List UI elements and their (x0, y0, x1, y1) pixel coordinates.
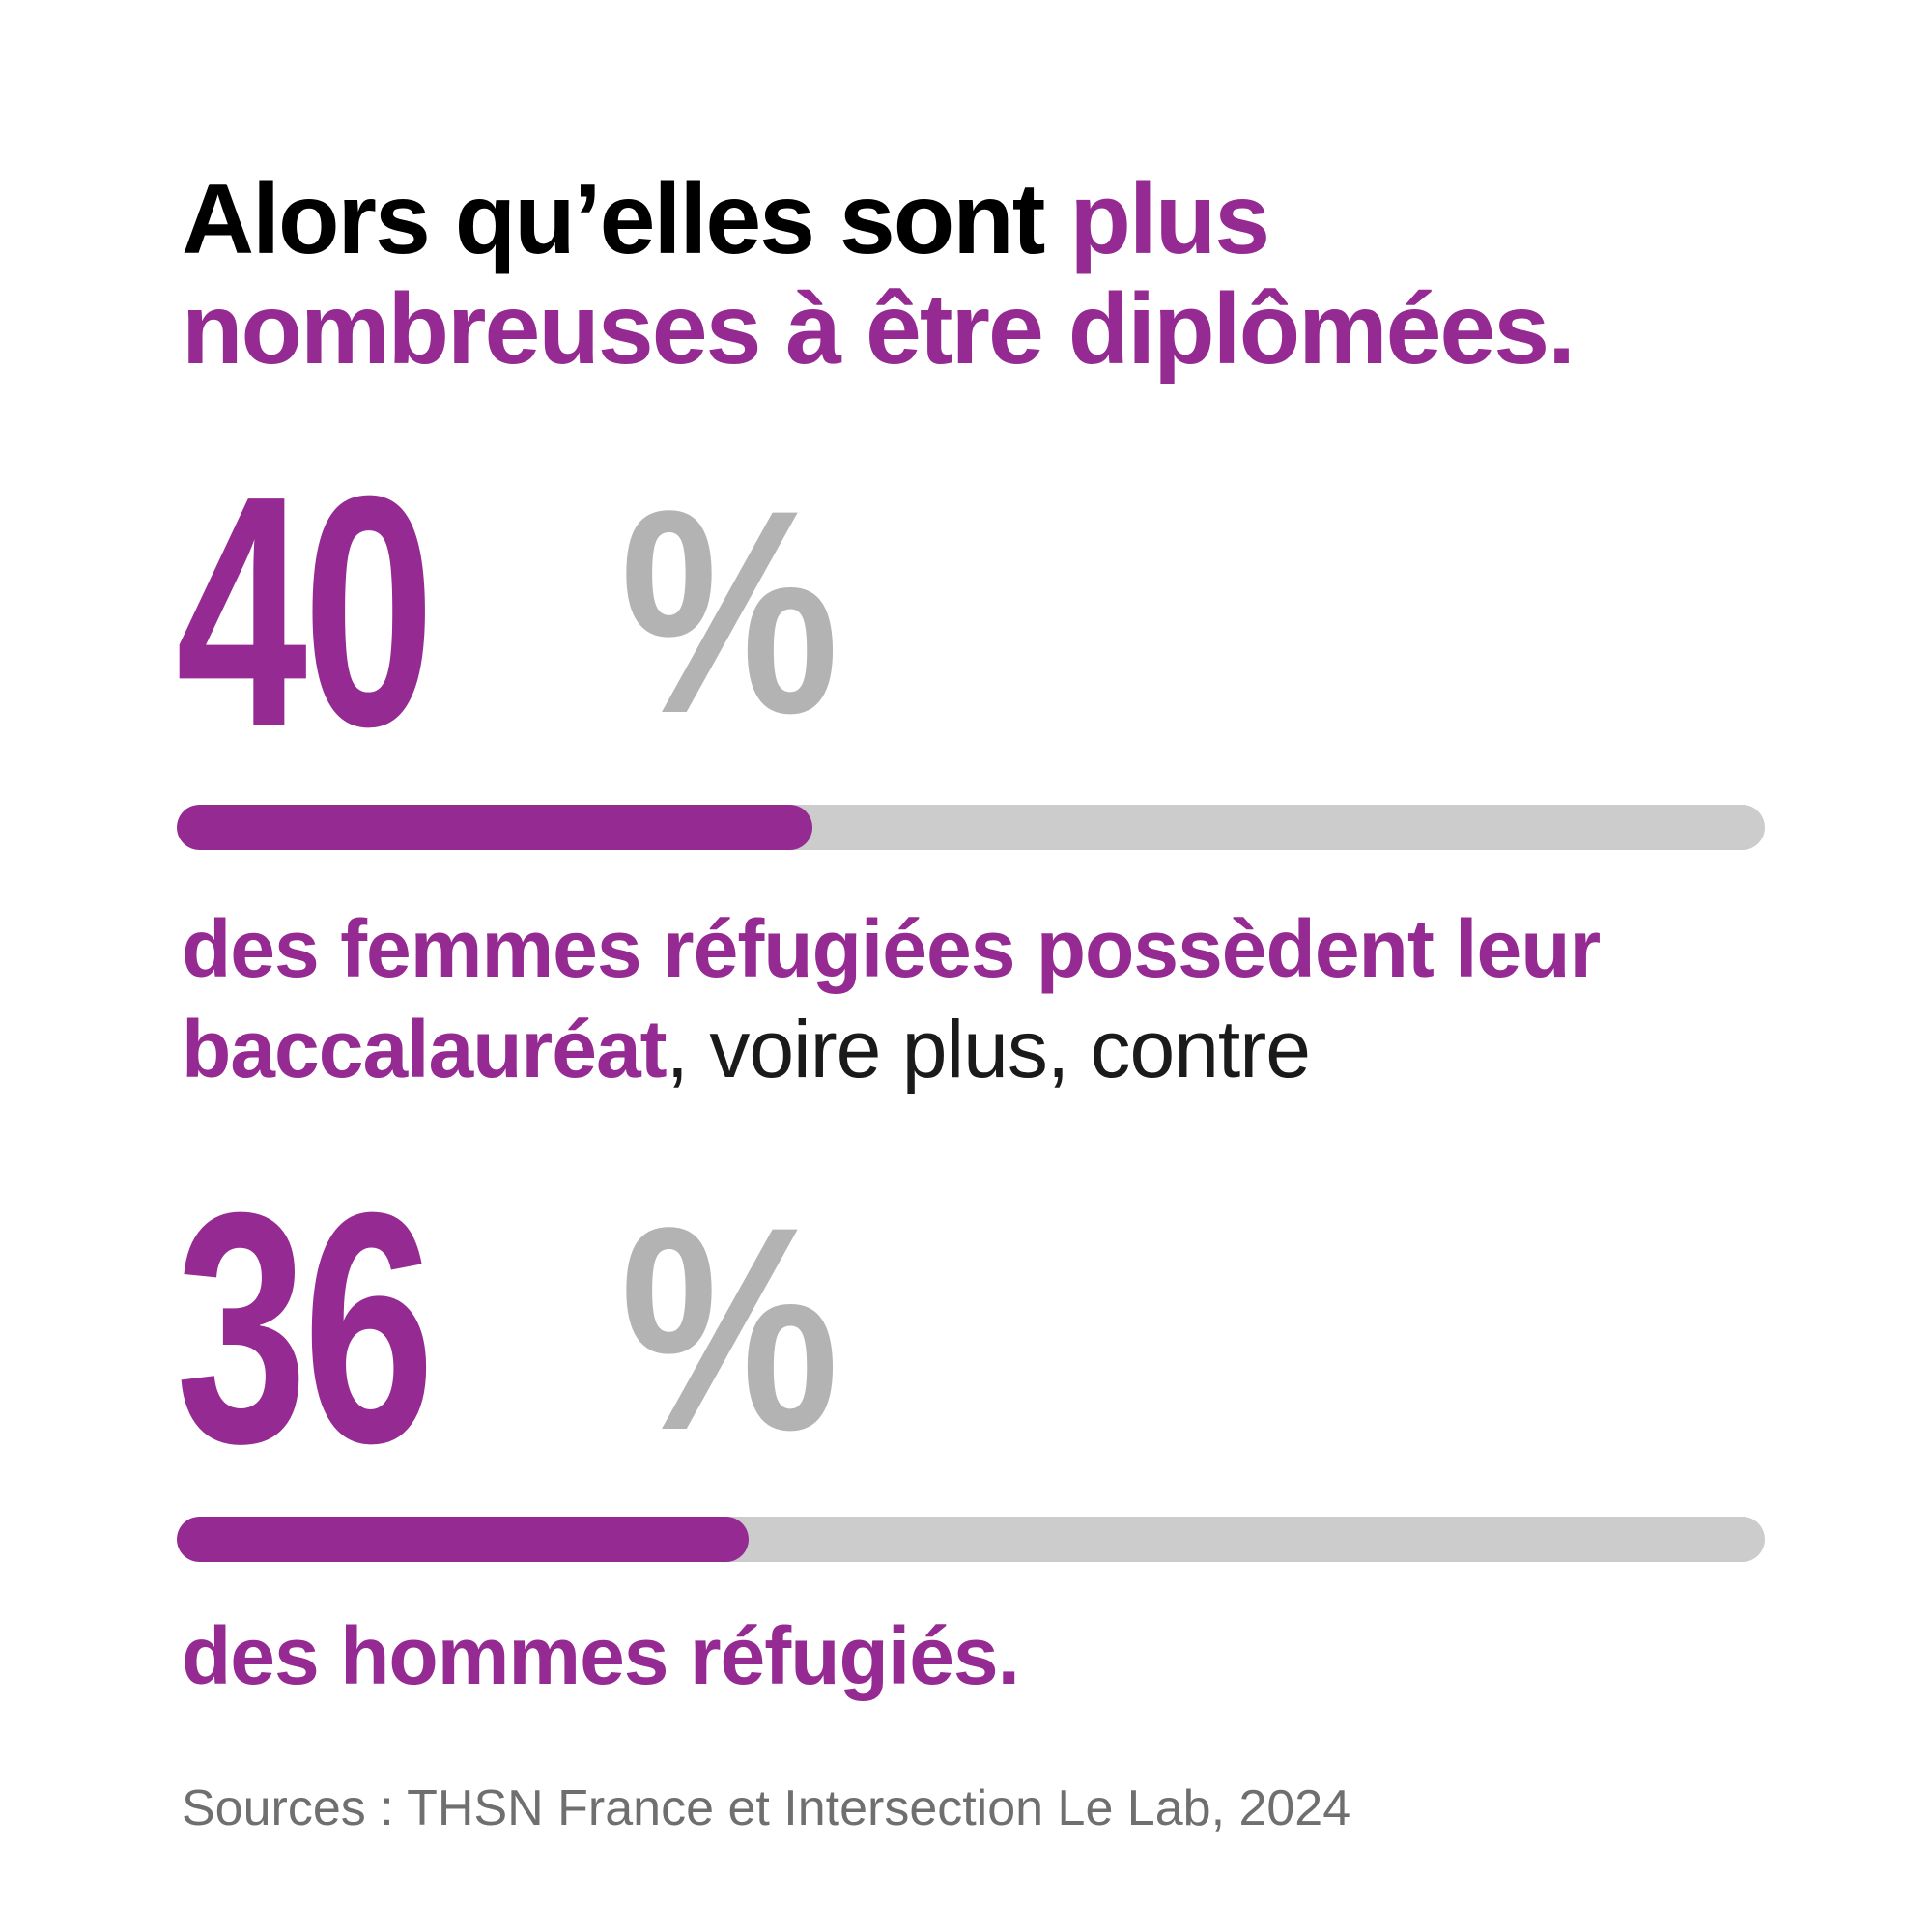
percent-icon: % (620, 449, 839, 774)
headline: Alors qu’elles sont plus nombreuses à êt… (182, 163, 1576, 385)
progress-fill-men (177, 1517, 749, 1562)
headline-part1: Alors qu’elles sont (182, 163, 1070, 275)
progress-bar-men (177, 1517, 1765, 1562)
stat-men-description: des hommes réfugiés. (182, 1610, 1020, 1701)
desc-bold-line1: des femmes réfugiées possèdent leur (182, 903, 1601, 994)
stat-men-value: 36 (176, 1145, 435, 1512)
stat-women-description: des femmes réfugiées possèdent leur bacc… (182, 898, 1601, 1099)
progress-bar-women (177, 805, 1765, 850)
headline-highlight: plus (1069, 163, 1270, 275)
stat-women-value: 40 (176, 428, 435, 795)
stat-women: 40 % (176, 428, 839, 795)
percent-icon: % (620, 1166, 839, 1491)
headline-line2: nombreuses à être diplômées. (182, 273, 1576, 385)
source-note: Sources : THSN France et Intersection Le… (182, 1780, 1351, 1836)
stat-men: 36 % (176, 1145, 839, 1512)
progress-fill-women (177, 805, 812, 850)
desc-normal: , voire plus, contre (666, 1004, 1311, 1094)
desc-bold-line2: baccalauréat (182, 1004, 668, 1094)
